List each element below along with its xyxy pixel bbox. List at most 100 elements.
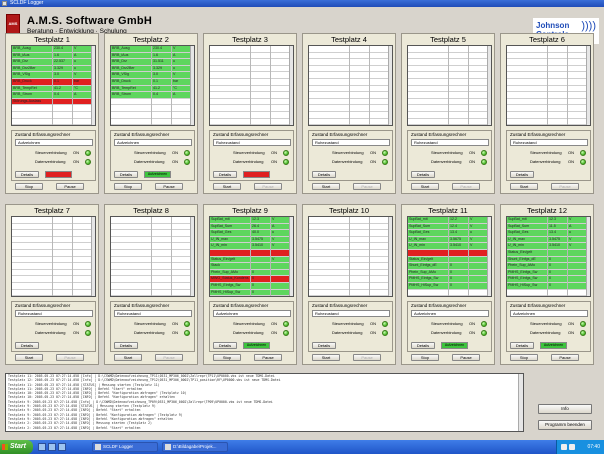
table-row[interactable] <box>309 66 392 73</box>
start-stop-button[interactable]: Start <box>510 183 538 190</box>
table-row[interactable] <box>111 250 194 257</box>
details-button[interactable]: Details <box>312 171 336 178</box>
start-stop-button[interactable]: Stop <box>213 354 241 361</box>
table-row[interactable] <box>408 92 491 99</box>
table-row[interactable] <box>210 66 293 73</box>
table-row[interactable] <box>210 105 293 112</box>
table-row[interactable]: BRB_Ausg 230.4 V <box>111 46 194 53</box>
pause-button[interactable]: Pause <box>254 183 282 190</box>
table-row[interactable] <box>507 112 590 119</box>
pause-button[interactable]: Pause <box>353 183 381 190</box>
table-row[interactable] <box>12 276 95 283</box>
info-button[interactable]: Info <box>538 404 592 414</box>
table-row[interactable]: BRB_VSig 3.0 V <box>111 72 194 79</box>
table-row[interactable] <box>408 59 491 66</box>
start-stop-button[interactable]: Stop <box>510 354 538 361</box>
table-row[interactable] <box>507 72 590 79</box>
table-row[interactable] <box>507 46 590 53</box>
table-row[interactable]: PMHS_Einfgs_Sw 0 <box>408 276 491 283</box>
start-stop-button[interactable]: Start <box>213 183 241 190</box>
log-scrollbar[interactable] <box>518 374 523 431</box>
table-row[interactable] <box>309 72 392 79</box>
table-row[interactable] <box>309 59 392 66</box>
table-row[interactable] <box>210 112 293 119</box>
table-row[interactable] <box>12 224 95 231</box>
table-row[interactable]: PMHS_Einfgs_Sw 0 <box>507 276 590 283</box>
table-row[interactable] <box>507 92 590 99</box>
table-row[interactable] <box>408 99 491 106</box>
table-row[interactable]: U_IN_max 3.5675 V <box>408 236 491 244</box>
table-row[interactable] <box>12 243 95 250</box>
table-row[interactable] <box>210 59 293 66</box>
table-row[interactable] <box>210 72 293 79</box>
table-scrollbar[interactable] <box>289 46 293 125</box>
table-row[interactable] <box>111 290 194 296</box>
table-row[interactable]: U_IN_max 3.5475 V <box>507 236 590 244</box>
table-row[interactable] <box>309 250 392 257</box>
table-row[interactable] <box>111 217 194 224</box>
pause-button[interactable]: Pause <box>254 354 282 361</box>
table-row[interactable]: SupBat_Sum 12.4 V <box>408 223 491 231</box>
table-row[interactable]: Shunt_Einfgs_dE 0 <box>408 263 491 270</box>
table-row[interactable] <box>12 270 95 277</box>
table-row[interactable] <box>111 119 194 125</box>
table-row[interactable] <box>408 249 491 257</box>
table-row[interactable] <box>12 250 95 257</box>
table-row[interactable] <box>111 283 194 290</box>
table-row[interactable] <box>408 46 491 53</box>
pause-button[interactable]: Pause <box>551 354 579 361</box>
table-row[interactable] <box>111 112 194 119</box>
task-button-logger[interactable]: SCLDF Logger <box>92 442 158 452</box>
table-row[interactable]: Pbein_Sup_AMo 0 <box>408 269 491 277</box>
details-button[interactable]: Details <box>15 342 39 349</box>
event-log[interactable]: Testplatz 11: 2005.05.23 07:27:14.058 [I… <box>5 373 524 432</box>
details-button[interactable]: Details <box>510 171 534 178</box>
table-row[interactable] <box>111 270 194 277</box>
details-button[interactable]: Details <box>114 342 138 349</box>
pause-button[interactable]: Pause <box>56 183 84 190</box>
pause-button[interactable]: Pause <box>155 354 183 361</box>
table-scrollbar[interactable] <box>388 46 392 125</box>
start-stop-button[interactable]: Start <box>411 183 439 190</box>
table-row[interactable]: PMHS_HiSup_Sw 0 <box>210 289 293 296</box>
table-scrollbar[interactable] <box>190 46 194 125</box>
table-row[interactable] <box>111 243 194 250</box>
table-row[interactable]: U_IN_min 3.5410 V <box>408 243 491 250</box>
table-row[interactable]: BRB_Druck 0.1 bar <box>12 78 95 86</box>
table-row[interactable]: BRB_Drz 22.537 u <box>12 59 95 66</box>
table-row[interactable] <box>309 230 392 237</box>
details-button[interactable]: Details <box>114 171 138 178</box>
table-row[interactable] <box>507 79 590 86</box>
table-row[interactable] <box>309 119 392 125</box>
pause-button[interactable]: Pause <box>452 354 480 361</box>
table-row[interactable]: PMHS_Einfgs_Sw 0 <box>210 282 293 290</box>
table-scrollbar[interactable] <box>388 217 392 296</box>
table-row[interactable] <box>408 112 491 119</box>
table-row[interactable] <box>111 230 194 237</box>
table-scrollbar[interactable] <box>190 217 194 296</box>
table-row[interactable] <box>309 86 392 93</box>
table-row[interactable] <box>408 86 491 93</box>
table-row[interactable] <box>309 53 392 60</box>
table-row[interactable] <box>309 99 392 106</box>
quicklaunch-icon[interactable] <box>38 443 46 451</box>
details-button[interactable]: Details <box>510 342 534 349</box>
table-row[interactable]: SupBat_mit 12.2 V <box>408 217 491 224</box>
table-row[interactable] <box>12 290 95 296</box>
start-stop-button[interactable]: Start <box>114 354 142 361</box>
pause-button[interactable]: Pause <box>56 354 84 361</box>
quit-button[interactable]: Programm beenden <box>538 420 592 430</box>
table-row[interactable] <box>507 66 590 73</box>
table-row[interactable] <box>309 283 392 290</box>
table-row[interactable] <box>408 79 491 86</box>
table-row[interactable]: U_IN_max 3.5475 V <box>210 236 293 244</box>
table-row[interactable] <box>12 283 95 290</box>
table-row[interactable] <box>408 105 491 112</box>
table-row[interactable] <box>309 217 392 224</box>
table-row[interactable] <box>12 105 95 112</box>
table-row[interactable] <box>507 290 590 296</box>
table-row[interactable]: BRB_Ausg 230.4 V <box>12 46 95 53</box>
table-row[interactable] <box>309 243 392 250</box>
table-row[interactable] <box>12 217 95 224</box>
table-row[interactable] <box>210 53 293 60</box>
